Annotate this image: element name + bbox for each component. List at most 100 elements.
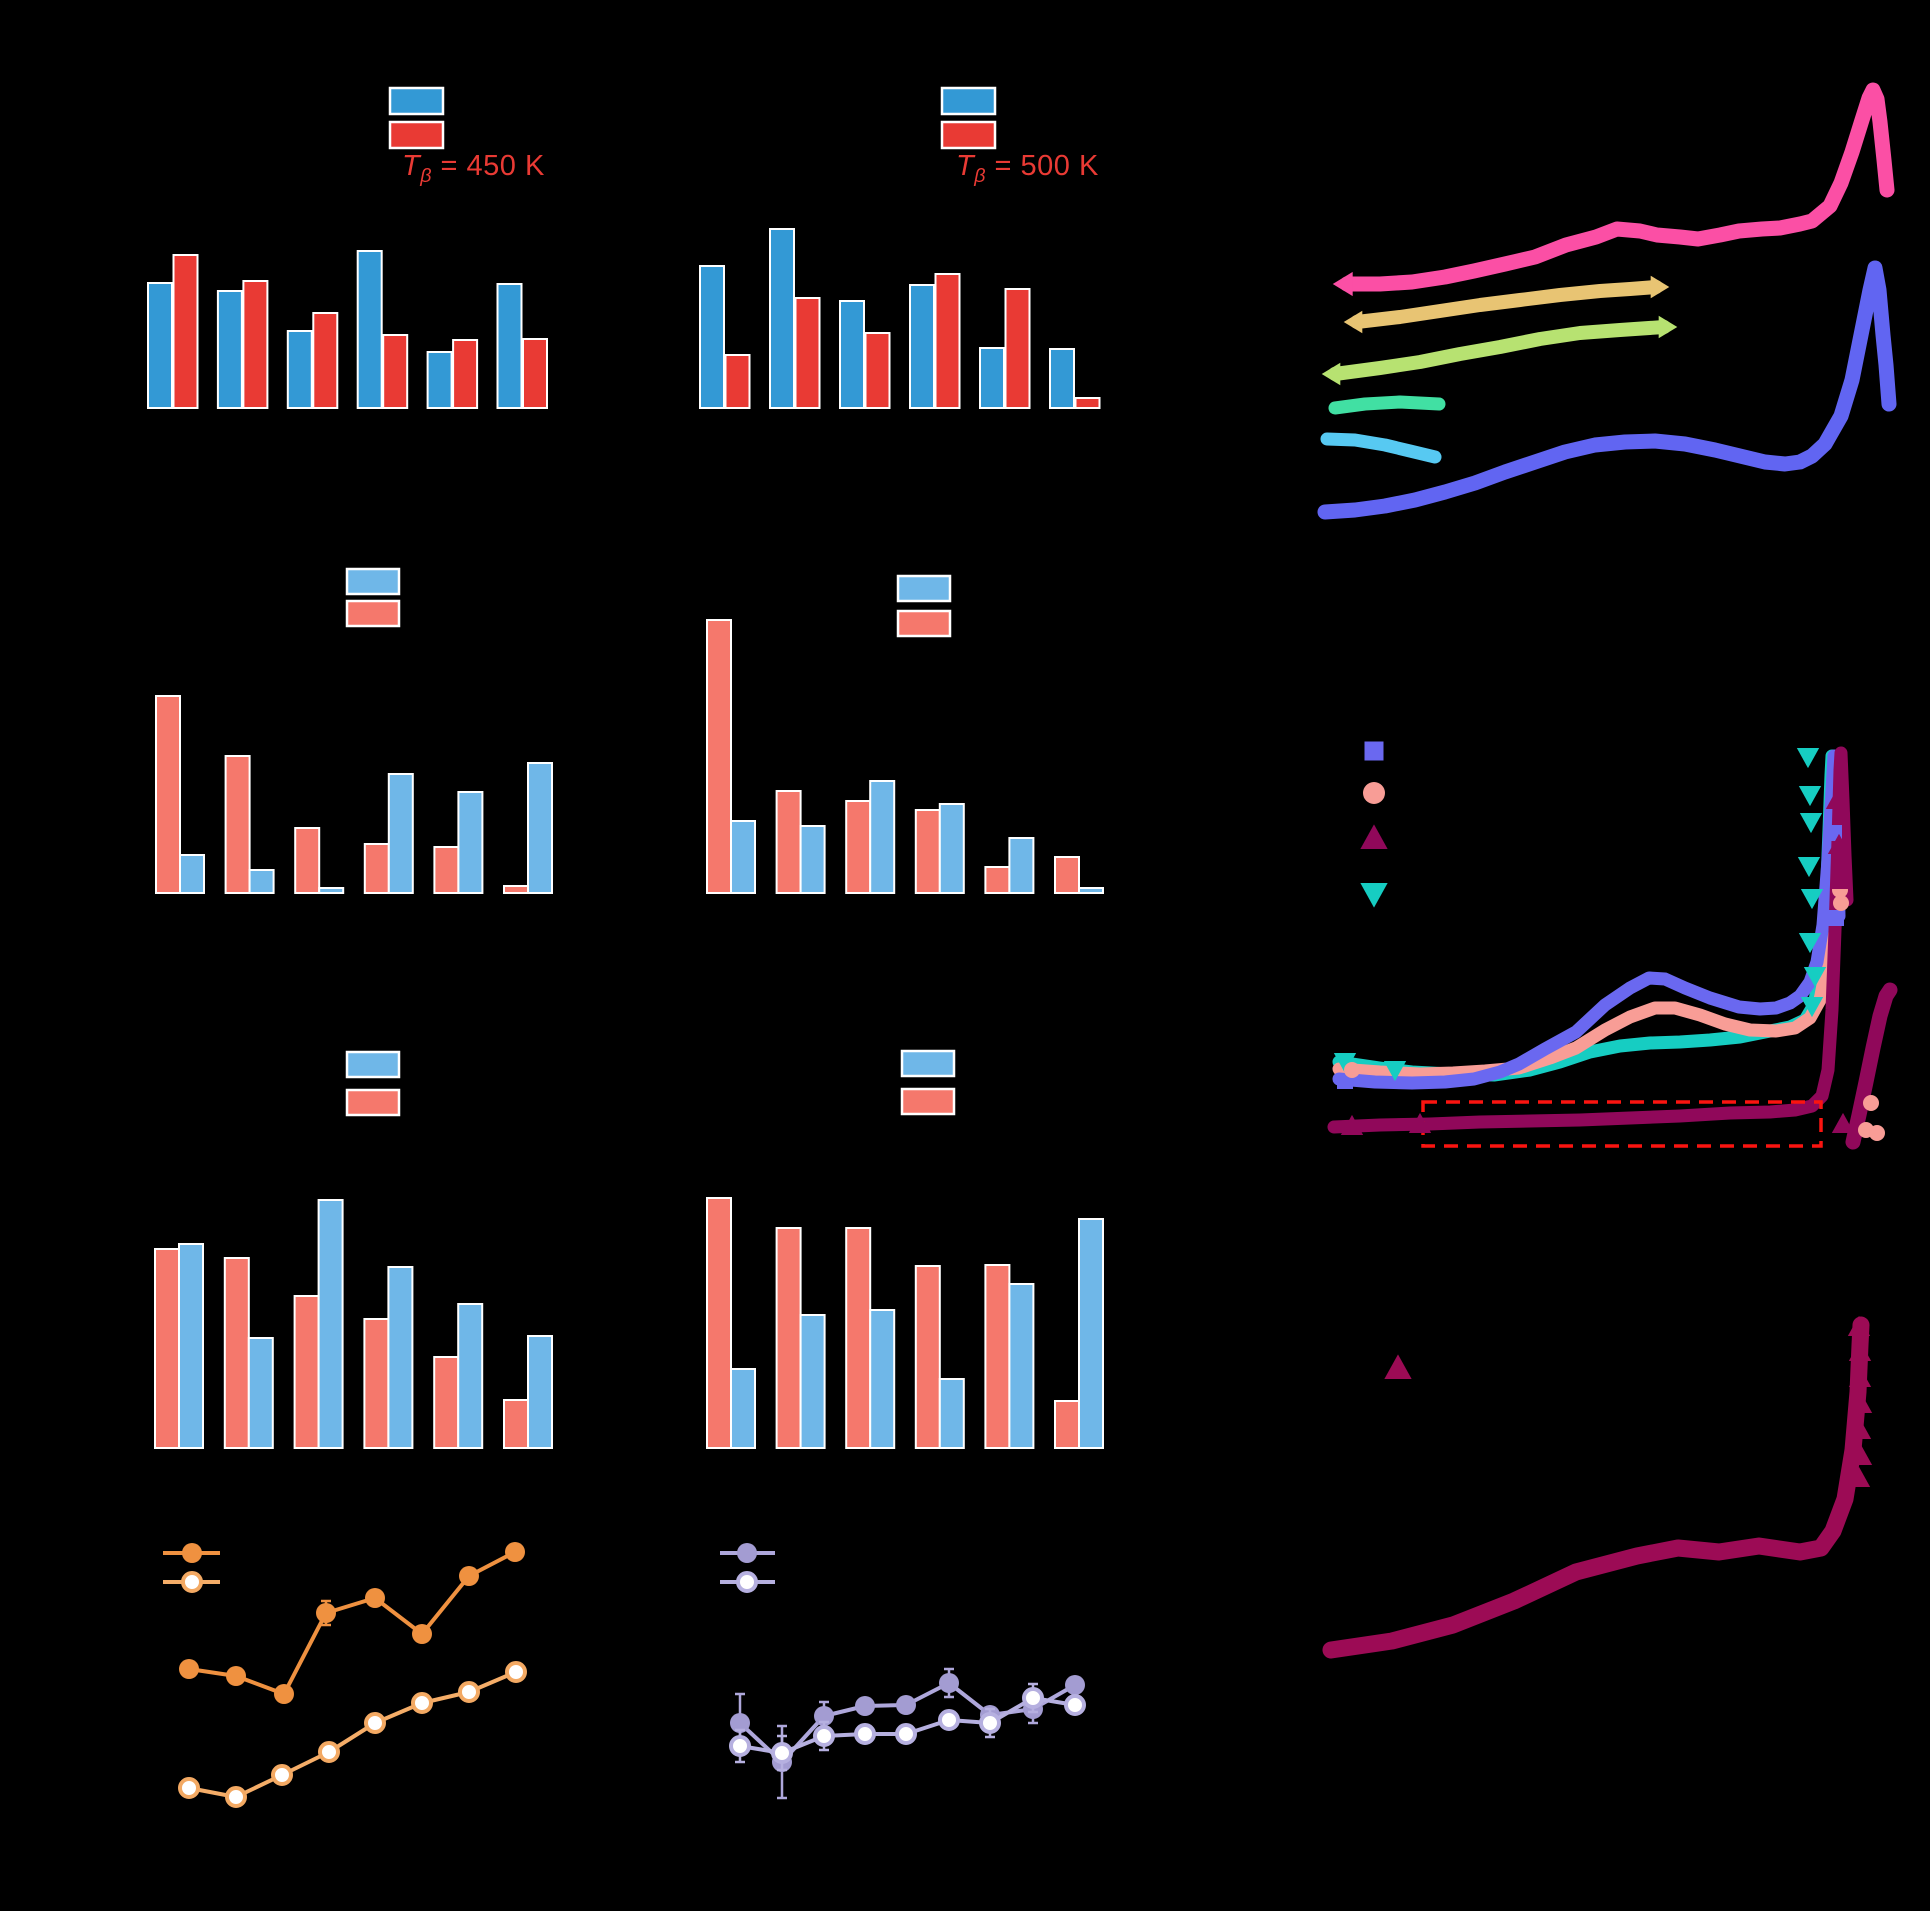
series-red-bar [172,254,199,409]
circle-marker [1833,895,1849,911]
legend-swatch [940,120,997,150]
series-lightblue-bar [179,854,205,894]
circle-marker [181,1571,203,1593]
circle-marker [459,1566,479,1586]
series-blue-bar [356,250,383,409]
series-lightblue-bar [387,773,414,894]
circle-marker [458,1681,480,1703]
series-blue-bar [426,351,453,409]
square-marker [1364,741,1384,761]
triangle-down-marker [1800,889,1824,910]
series-lightblue-bar [938,803,965,894]
triangle-up-marker [1848,1340,1872,1361]
legend-swatch [900,1087,956,1116]
circle-marker [505,1542,525,1562]
series-salmon-bar [984,866,1011,894]
triangle-up-marker [1848,1418,1872,1439]
circle-marker [813,1725,835,1747]
series-lightblue-bar [387,1266,414,1449]
circle-marker [1064,1694,1086,1716]
triangle-up-marker [1825,788,1849,809]
series-lightblue-bar [869,1309,896,1449]
caption-variable: T [402,150,421,182]
triangle-up-marker [1831,1112,1855,1133]
circle-marker [225,1786,247,1808]
circle-marker [318,1741,340,1763]
series-lightblue-bar [527,1335,553,1449]
series-lightblue-bar [1078,1218,1104,1449]
series-salmon-bar [293,1295,320,1449]
series-red-bar [864,332,891,409]
series-lightblue-bar [938,1378,965,1449]
series-salmon-bar [154,1248,180,1449]
triangle-down-marker [1799,813,1823,834]
series-blue-bar [839,300,865,409]
caption-subscript: β [974,164,986,187]
circle-marker [855,1696,875,1716]
series-red-bar [1004,288,1031,409]
curve-arrowhead [1332,271,1353,297]
caption-subscript: β [420,164,432,187]
circle-marker [939,1673,959,1693]
circle-marker [364,1712,386,1734]
series-blue-bar [1049,348,1075,409]
triangle-up-marker [1848,1366,1872,1387]
series-salmon-bar [155,695,181,894]
wine-tail-curve [1845,982,1898,1150]
series-salmon-bar [706,1197,732,1449]
series-blue-bar [496,283,523,409]
series-salmon-bar [914,1265,941,1449]
curve-arrowhead [1321,362,1341,386]
series-lightblue-bar [1008,1283,1035,1449]
legend-swatch [940,86,997,116]
circle-marker [736,1571,758,1593]
legend-swatch [388,86,445,116]
circle-marker [271,1764,293,1786]
series-red-bar [312,312,339,409]
series-salmon-bar [775,1227,802,1449]
circle-marker [895,1723,917,1745]
circle-marker [979,1712,1001,1734]
series-lightblue-bar [527,762,553,894]
legend-swatch [388,120,445,150]
series-salmon-bar [845,1227,872,1449]
series-lightblue-bar [1008,837,1035,894]
series-salmon-bar [224,755,251,894]
series-salmon-bar [984,1264,1011,1449]
yellow-green-curve [1328,320,1671,381]
legend-swatch [345,567,401,596]
series-blue-bar [286,330,313,409]
triangle-up-marker [1829,868,1853,889]
triangle-down-marker [1798,933,1822,954]
circle-marker [274,1684,294,1704]
series-salmon-bar [1054,856,1080,894]
circle-marker [1363,782,1385,804]
triangle-up-marker [1827,833,1851,854]
series-red-bar [242,280,269,409]
series-lightblue-bar [178,1243,204,1449]
legend-swatch [345,1050,401,1079]
triangle-down-marker [1360,883,1388,908]
circle-marker [1863,1095,1879,1111]
circle-marker [412,1624,432,1644]
triangle-up-marker [1847,1315,1871,1336]
curve-arrowhead [1343,310,1363,334]
circle-marker [182,1543,202,1563]
triangle-up-marker [1847,1466,1871,1487]
series-salmon-bar [706,619,732,894]
circle-marker [896,1695,916,1715]
spring-green-curve [1328,395,1446,415]
triangle-up-marker [1849,1444,1873,1465]
series-salmon-bar [845,800,872,894]
curve-arrowhead [1658,315,1678,339]
triangle-up-marker [1340,1114,1364,1135]
series-lightblue-bar [457,1303,484,1449]
series-red-bar [452,339,479,409]
series-salmon-bar [503,1399,529,1449]
circle-marker [737,1543,757,1563]
triangle-up-marker [1384,1354,1412,1379]
circle-marker [179,1659,199,1679]
circle-marker [730,1713,750,1733]
circle-marker [365,1588,385,1608]
legend-swatch [900,1049,956,1078]
